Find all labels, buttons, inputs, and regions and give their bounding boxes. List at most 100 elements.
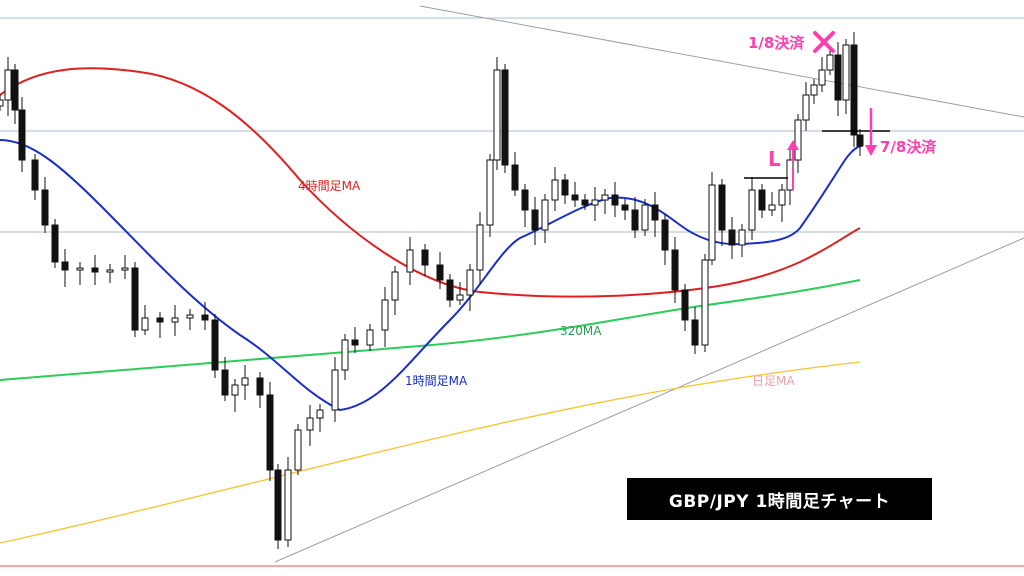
bullish-candle [306,417,314,431]
ascending-trendline [274,237,1024,563]
bearish-candle [691,319,699,346]
bullish-candle [186,314,194,319]
bearish-candle [571,194,579,201]
bearish-candle [521,189,529,211]
bullish-candle [794,119,802,161]
bullish-candle [493,69,501,161]
bearish-candle [61,261,69,271]
exit-arrow-down [865,108,877,156]
bearish-candle [11,69,19,111]
bullish-candle [366,329,374,346]
bearish-candle [274,469,282,541]
bullish-candle [748,189,756,231]
bearish-candle [661,219,669,251]
bullish-candle [591,199,599,206]
bullish-candle [121,267,129,271]
bearish-candle [211,319,219,371]
bullish-candle [171,317,179,323]
bullish-candle [842,44,850,101]
bullish-candle [541,199,549,231]
chart-title: GBP/JPY 1時間足チャート [627,478,932,520]
bullish-candle [810,84,818,96]
bullish-candle [818,69,826,86]
bearish-candle [501,69,509,166]
bearish-candle [221,369,229,396]
bullish-candle [76,267,84,271]
bullish-candle [641,204,649,231]
bearish-candle [351,339,359,346]
bearish-candle [31,159,39,191]
close-x-icon [813,31,835,53]
bearish-candle [18,109,26,161]
bullish-candle [768,204,776,211]
candlestick-series [0,32,864,549]
ma-1h-line [0,139,863,412]
bearish-candle [718,184,726,231]
bullish-candle [456,294,464,301]
bullish-candle [316,409,324,419]
bullish-candle [701,259,709,346]
bullish-candle [708,184,716,261]
bullish-candle [4,69,12,101]
ma-4h-line [0,67,861,298]
bullish-candle [391,271,399,301]
bearish-candle [511,164,519,191]
bullish-candle [284,469,292,541]
bearish-candle [651,204,659,221]
bullish-candle [476,224,484,271]
exit2-label: 7/8決済 [880,138,937,156]
bullish-candle [406,249,414,273]
bearish-candle [834,54,842,101]
bearish-candle [436,264,444,281]
bearish-candle [856,134,864,147]
ma320-label: 320MA [560,324,602,338]
bearish-candle [850,44,858,136]
bearish-candle [728,229,736,246]
entry-arrow-up [787,140,799,162]
bearish-candle [561,179,569,196]
daily-ma-label: 日足MA [752,374,795,388]
bullish-candle [551,179,559,201]
bearish-candle [41,189,49,226]
bullish-candle [241,377,249,386]
bullish-candle [106,269,114,273]
bullish-candle [341,339,349,371]
bullish-candle [802,94,810,121]
bullish-candle [778,189,786,206]
bearish-candle [531,209,539,231]
bearish-candle [266,394,274,471]
ma-1h-label: 1時間足MA [405,374,468,388]
bullish-candle [738,229,746,246]
exit1-label: 1/8決済 [748,34,805,52]
bearish-candle [131,267,139,331]
bullish-candle [294,429,302,471]
bearish-candle [581,199,589,206]
bullish-candle [0,99,4,107]
bullish-candle [466,269,474,296]
bearish-candle [631,209,639,231]
bullish-candle [331,369,339,411]
bearish-candle [51,224,59,263]
bullish-candle [141,317,149,331]
bullish-candle [381,299,389,331]
bullish-candle [601,194,609,201]
daily-ma-line [0,361,861,544]
bearish-candle [681,289,689,321]
bearish-candle [201,314,209,321]
descending-trendline [419,5,1024,118]
bearish-candle [621,204,629,211]
bearish-candle [256,377,264,396]
ma-4h-label: 4時間足MA [298,179,361,193]
bearish-candle [611,194,619,206]
bearish-candle [758,189,766,211]
bullish-candle [231,384,239,396]
entry-l-label: L [768,147,781,171]
bearish-candle [421,249,429,266]
bullish-candle [486,159,494,226]
bearish-candle [446,279,454,301]
bullish-candle [826,54,834,71]
bearish-candle [671,249,679,291]
ma320-line [0,279,861,381]
bearish-candle [91,267,99,273]
